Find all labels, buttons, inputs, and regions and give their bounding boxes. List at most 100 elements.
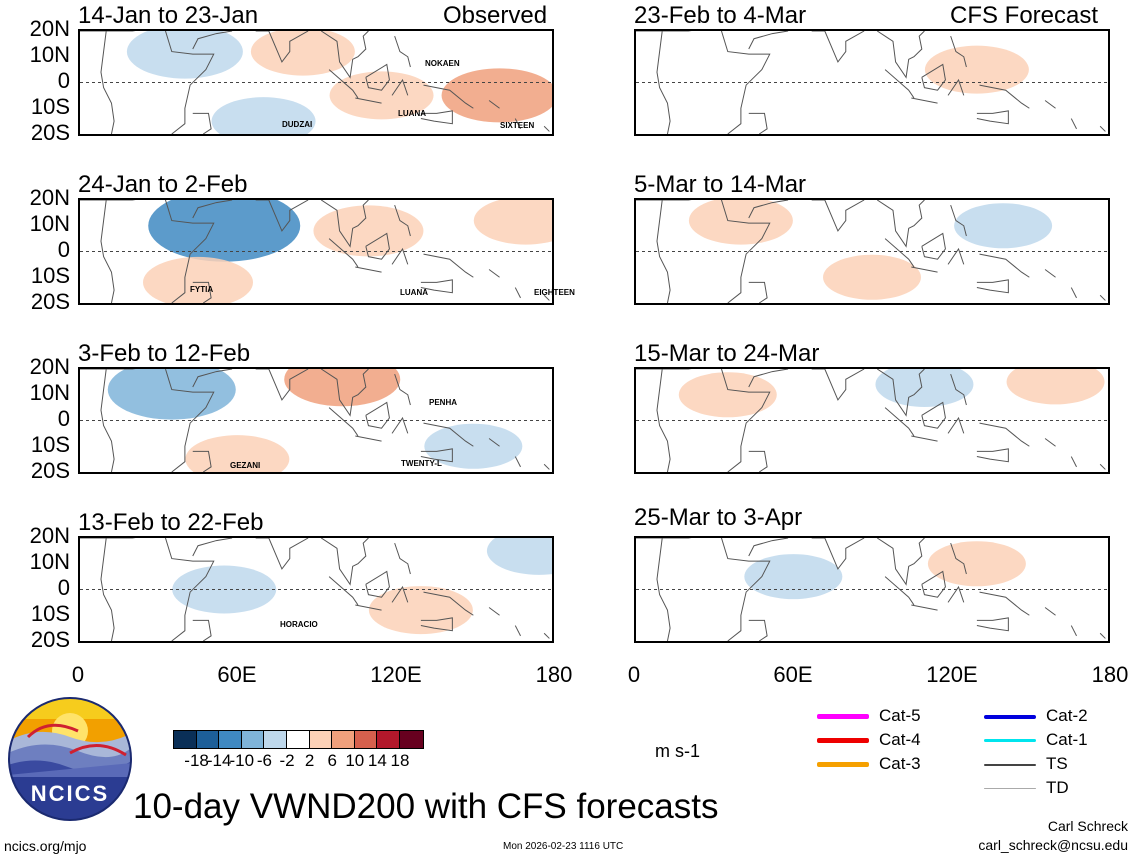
y-tick-label: 0	[57, 68, 70, 93]
coastline	[976, 617, 1009, 632]
map-panel-obs-3	[78, 367, 554, 474]
panel-title-fcst-3: 15-Mar to 24-Mar	[634, 340, 820, 367]
coastline	[921, 401, 946, 429]
legend-cat5: Cat-5	[817, 707, 921, 725]
x-tick-right-180: 180	[1091, 662, 1129, 687]
coastline	[976, 279, 1009, 294]
anomaly-blob	[786, 40, 879, 83]
x-tick-right-60e: 60E	[773, 662, 813, 687]
coastline	[255, 369, 309, 401]
map-panel-fcst-3	[634, 367, 1110, 474]
coastline	[543, 632, 550, 639]
coastline	[320, 200, 369, 248]
observed-label: Observed	[443, 2, 548, 29]
panel-title-fcst-4: 25-Mar to 3-Apr	[634, 504, 803, 531]
colorbar-swatch	[399, 731, 423, 748]
ncics-logo-graphic	[8, 697, 132, 821]
storm-label: DUDZAI	[282, 120, 313, 129]
panel-title-fcst-1: 23-Feb to 4-Mar	[634, 2, 807, 29]
coastline	[656, 369, 671, 472]
y-tick-label: 10S	[30, 432, 70, 457]
colorbar-swatch	[196, 731, 220, 748]
anomaly-blob	[185, 435, 290, 472]
y-tick-label: 10N	[29, 380, 70, 405]
y-tick-label: 20N	[29, 523, 70, 548]
colorbar-swatch	[219, 731, 242, 748]
coastline	[488, 607, 500, 616]
anomaly-blob	[744, 554, 843, 600]
coastline	[423, 253, 474, 278]
anomaly-blob	[148, 200, 301, 262]
footer-email[interactable]: carl_schreck@ncsu.edu	[978, 837, 1128, 853]
coastline	[1070, 118, 1077, 130]
footer-timestamp: Mon 2026-02-23 1116 UTC	[503, 841, 624, 852]
coastline	[884, 407, 915, 437]
colorbar-swatch	[174, 731, 197, 748]
anomaly-blob	[126, 31, 243, 79]
storm-label: PENHA	[429, 398, 458, 407]
coastline	[811, 200, 865, 232]
y-tick-label: 10N	[29, 42, 70, 67]
coastline	[811, 538, 865, 570]
legend-ts: TS	[984, 755, 1068, 773]
anomaly-field	[80, 369, 552, 472]
anomaly-field	[636, 31, 1108, 134]
y-tick-label: 20N	[29, 16, 70, 41]
colorbar-swatch	[241, 731, 265, 748]
footer-url[interactable]: ncics.org/mjo	[4, 838, 87, 854]
anomaly-blob	[441, 68, 552, 123]
coastline	[100, 31, 115, 134]
anomaly-blob	[250, 31, 355, 76]
colorbar-tick: 14	[367, 751, 387, 770]
coastline	[355, 604, 382, 611]
coastline	[636, 31, 771, 134]
anomaly-blob	[875, 369, 974, 407]
y-tick-label: 0	[57, 406, 70, 431]
colorbar-swatch	[377, 731, 400, 748]
legend-swatch	[984, 714, 1036, 719]
coastline	[748, 450, 768, 472]
storm-label: LUANA	[400, 288, 428, 297]
map-panel-fcst-4	[634, 536, 1110, 643]
coastline	[911, 435, 938, 442]
anomaly-blob	[143, 256, 253, 303]
coastline	[255, 31, 309, 63]
coastline	[192, 112, 212, 134]
coastline	[947, 416, 965, 434]
coastline	[320, 31, 369, 79]
coastline	[947, 585, 965, 603]
y-tick-label: 20S	[30, 627, 70, 652]
storm-label: TWENTY-L	[401, 459, 442, 468]
panel-title-obs-2: 24-Jan to 2-Feb	[78, 171, 248, 198]
coastline	[423, 84, 474, 109]
coastline	[1044, 269, 1056, 278]
legend-td: TD	[984, 779, 1069, 797]
coastline	[320, 369, 369, 417]
colorbar-swatch	[264, 731, 287, 748]
coastline	[488, 100, 500, 109]
y-tick-label: 10N	[29, 211, 70, 236]
coastline	[947, 247, 965, 265]
anomaly-field	[636, 369, 1108, 472]
coastline	[355, 266, 382, 273]
map-panel-fcst-1	[634, 29, 1110, 136]
coastline	[514, 456, 521, 468]
colorbar-tick: 2	[304, 751, 315, 770]
storm-label: GEZANI	[230, 461, 261, 470]
coastline	[365, 401, 390, 429]
legend-cat2: Cat-2	[984, 707, 1088, 725]
coastline	[811, 369, 865, 401]
anomaly-blob	[823, 254, 921, 300]
coastline	[543, 294, 550, 301]
coastline	[748, 112, 768, 134]
colorbar-tick: 18	[390, 751, 410, 770]
coastline	[950, 35, 967, 68]
colorbar-swatch	[309, 731, 333, 748]
coastline	[328, 407, 359, 437]
colorbar	[173, 730, 424, 749]
anomaly-blob	[678, 372, 777, 418]
coastline	[1070, 456, 1077, 468]
coastline	[514, 118, 521, 130]
coastline	[328, 238, 359, 268]
coastline	[391, 585, 409, 603]
